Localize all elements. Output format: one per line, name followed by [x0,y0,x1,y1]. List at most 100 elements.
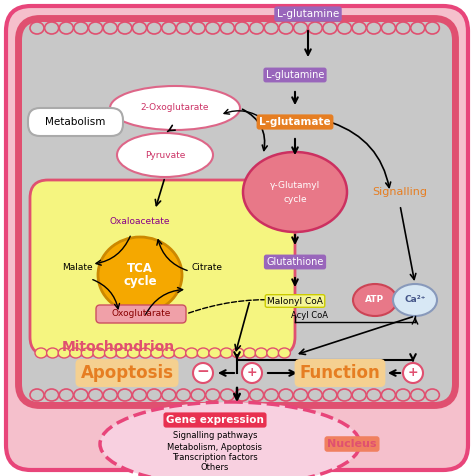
Ellipse shape [410,22,425,34]
Ellipse shape [278,348,291,358]
Ellipse shape [105,348,117,358]
Ellipse shape [30,389,44,401]
Ellipse shape [186,348,198,358]
Ellipse shape [147,389,161,401]
Text: +: + [408,367,419,379]
Ellipse shape [403,363,423,383]
Ellipse shape [323,22,337,34]
Ellipse shape [308,22,322,34]
Ellipse shape [82,348,93,358]
Ellipse shape [147,22,161,34]
Ellipse shape [74,22,88,34]
Ellipse shape [58,348,70,358]
Ellipse shape [103,22,117,34]
FancyBboxPatch shape [6,6,468,470]
Text: Oxaloacetate: Oxaloacetate [110,218,170,227]
Ellipse shape [353,284,397,316]
Ellipse shape [45,22,59,34]
FancyBboxPatch shape [96,305,186,323]
Ellipse shape [279,389,293,401]
Text: Malate: Malate [62,264,92,272]
Ellipse shape [89,389,102,401]
Ellipse shape [255,348,267,358]
Ellipse shape [110,86,240,130]
Text: Metabolism, Apoptosis: Metabolism, Apoptosis [167,443,263,452]
Ellipse shape [396,22,410,34]
Text: L-glutamine: L-glutamine [277,9,339,19]
Ellipse shape [367,389,381,401]
Ellipse shape [250,389,264,401]
Ellipse shape [323,389,337,401]
Ellipse shape [128,348,140,358]
Ellipse shape [206,389,220,401]
Ellipse shape [220,389,234,401]
Text: L-glutamine: L-glutamine [266,70,324,80]
Text: Transcription factors: Transcription factors [172,454,258,463]
Ellipse shape [133,389,146,401]
Ellipse shape [242,363,262,383]
Ellipse shape [133,22,146,34]
Text: Pyruvate: Pyruvate [145,150,185,159]
Text: TCA: TCA [127,261,153,275]
Text: +: + [246,367,257,379]
Ellipse shape [293,389,308,401]
Text: cycle: cycle [283,195,307,204]
Ellipse shape [100,402,360,476]
Ellipse shape [163,348,174,358]
Text: Others: Others [201,464,229,473]
Ellipse shape [243,152,347,232]
Text: Citrate: Citrate [191,264,222,272]
Ellipse shape [250,22,264,34]
Ellipse shape [59,389,73,401]
Ellipse shape [59,22,73,34]
Text: Mitochondrion: Mitochondrion [62,340,174,354]
Text: Apoptosis: Apoptosis [81,364,173,382]
Ellipse shape [93,348,105,358]
FancyBboxPatch shape [22,22,452,402]
Text: 2-Oxoglutarate: 2-Oxoglutarate [141,103,209,112]
Text: −: − [197,364,210,378]
Ellipse shape [70,348,82,358]
Ellipse shape [162,22,176,34]
Ellipse shape [337,389,352,401]
Ellipse shape [89,22,102,34]
Ellipse shape [193,363,213,383]
Ellipse shape [151,348,163,358]
Ellipse shape [308,389,322,401]
Ellipse shape [209,348,221,358]
Text: ATP: ATP [365,296,384,305]
Ellipse shape [30,22,44,34]
Text: L-glutamate: L-glutamate [259,117,331,127]
FancyBboxPatch shape [28,108,123,136]
Ellipse shape [74,389,88,401]
Ellipse shape [235,22,249,34]
Ellipse shape [264,22,278,34]
Ellipse shape [382,389,395,401]
Ellipse shape [367,22,381,34]
Ellipse shape [235,389,249,401]
Ellipse shape [176,389,191,401]
Ellipse shape [410,389,425,401]
Ellipse shape [197,348,210,358]
Ellipse shape [45,389,59,401]
Ellipse shape [220,22,234,34]
Ellipse shape [35,348,47,358]
Ellipse shape [352,389,366,401]
Text: cycle: cycle [123,276,157,288]
Text: Signalling pathways: Signalling pathways [173,430,257,439]
Ellipse shape [117,133,213,177]
Ellipse shape [118,22,132,34]
Ellipse shape [293,22,308,34]
Ellipse shape [118,389,132,401]
Ellipse shape [267,348,279,358]
Ellipse shape [162,389,176,401]
Ellipse shape [206,22,220,34]
Ellipse shape [382,22,395,34]
Text: Glutathione: Glutathione [266,257,324,267]
Text: Gene expression: Gene expression [166,415,264,425]
Ellipse shape [279,22,293,34]
Text: Signalling: Signalling [373,187,428,197]
Ellipse shape [425,22,439,34]
Text: Metabolism: Metabolism [45,117,105,127]
FancyBboxPatch shape [22,22,452,402]
